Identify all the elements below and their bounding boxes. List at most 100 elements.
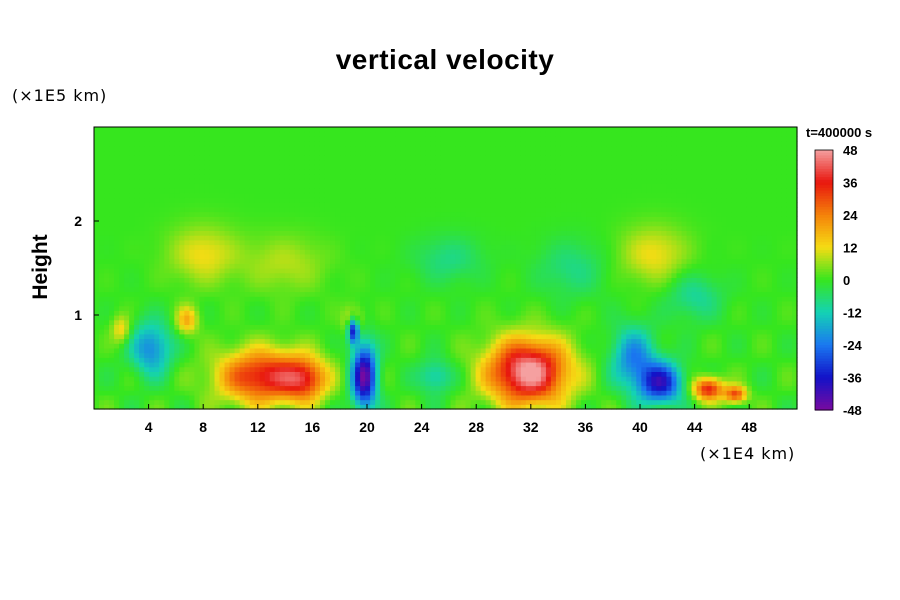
heatmap-cell <box>390 183 396 189</box>
heatmap-cell <box>435 216 442 222</box>
heatmap-cell <box>365 352 371 358</box>
heatmap-cell <box>174 277 180 283</box>
heatmap-cell <box>410 371 416 377</box>
heatmap-cell <box>324 371 331 377</box>
heatmap-cell <box>179 221 185 227</box>
heatmap-cell <box>94 249 100 255</box>
heatmap-cell <box>234 362 241 368</box>
heatmap-cell <box>124 291 130 297</box>
heatmap-cell <box>119 333 125 340</box>
heatmap-cell <box>425 141 432 147</box>
heatmap-cell <box>159 268 165 274</box>
heatmap-cell <box>415 141 421 147</box>
heatmap-cell <box>435 188 442 194</box>
heatmap-cell <box>274 136 281 142</box>
heatmap-cell <box>219 277 226 283</box>
heatmap-cell <box>360 324 366 330</box>
heatmap-cell <box>289 239 296 246</box>
heatmap-cell <box>465 333 472 340</box>
heatmap-cell <box>274 216 281 222</box>
heatmap-cell <box>104 225 110 231</box>
heatmap-cell <box>405 376 411 382</box>
heatmap-cell <box>355 390 361 396</box>
heatmap-cell <box>365 286 371 293</box>
heatmap-cell <box>204 319 211 325</box>
heatmap-cell <box>420 178 427 184</box>
heatmap-cell <box>370 357 376 363</box>
heatmap-cell <box>375 352 381 358</box>
heatmap-cell <box>259 376 266 382</box>
heatmap-cell <box>490 399 497 405</box>
heatmap-cell <box>365 155 371 161</box>
heatmap-cell <box>375 145 381 152</box>
heatmap-cell <box>289 380 296 387</box>
heatmap-cell <box>350 249 356 255</box>
heatmap-cell <box>129 333 135 340</box>
heatmap-cell <box>129 225 135 231</box>
heatmap-cell <box>219 216 226 222</box>
heatmap-cell <box>114 338 120 344</box>
heatmap-cell <box>219 258 226 264</box>
heatmap-cell <box>375 164 381 170</box>
heatmap-cell <box>450 174 457 180</box>
heatmap-cell <box>284 390 291 396</box>
heatmap-cell <box>279 235 286 241</box>
heatmap-cell <box>284 286 291 293</box>
heatmap-cell <box>179 329 185 335</box>
heatmap-cell <box>385 296 391 302</box>
heatmap-cell <box>410 225 416 231</box>
heatmap-cell <box>239 366 246 372</box>
heatmap-cell <box>330 150 336 156</box>
heatmap-cell <box>149 216 155 222</box>
heatmap-cell <box>264 202 271 208</box>
heatmap-cell <box>455 216 462 222</box>
heatmap-cell <box>400 239 406 246</box>
heatmap-cell <box>345 347 351 354</box>
heatmap-cell <box>410 235 416 241</box>
heatmap-cell <box>340 131 346 137</box>
heatmap-cell <box>345 221 351 227</box>
heatmap-cell <box>410 221 416 227</box>
heatmap-cell <box>234 164 241 170</box>
heatmap-cell <box>330 141 336 147</box>
heatmap-cell <box>294 376 301 382</box>
heatmap-cell <box>114 239 120 246</box>
heatmap-cell <box>365 183 371 189</box>
heatmap-cell <box>470 127 477 133</box>
heatmap-cell <box>500 202 507 208</box>
heatmap-cell <box>199 385 206 391</box>
heatmap-cell <box>194 291 201 297</box>
heatmap-cell <box>465 315 472 321</box>
heatmap-cell <box>475 291 482 297</box>
heatmap-cell <box>214 169 221 175</box>
heatmap-cell <box>425 202 432 208</box>
heatmap-cell <box>259 357 266 363</box>
heatmap-cell <box>254 164 261 170</box>
heatmap-cell <box>144 376 150 382</box>
heatmap-cell <box>410 145 416 152</box>
heatmap-cell <box>239 315 246 321</box>
heatmap-cell <box>470 258 477 264</box>
heatmap-cell <box>505 225 512 231</box>
heatmap-cell <box>174 131 180 137</box>
heatmap-cell <box>455 174 462 180</box>
heatmap-cell <box>94 404 100 410</box>
heatmap-cell <box>289 371 296 377</box>
heatmap-cell <box>244 300 251 307</box>
heatmap-cell <box>209 249 216 255</box>
heatmap-cell <box>109 155 115 161</box>
heatmap-cell <box>440 202 447 208</box>
heatmap-cell <box>435 376 442 382</box>
heatmap-cell <box>505 404 512 410</box>
heatmap-cell <box>94 310 100 316</box>
heatmap-cell <box>460 206 467 213</box>
heatmap-cell <box>259 206 266 213</box>
heatmap-cell <box>420 385 427 391</box>
heatmap-cell <box>299 347 306 354</box>
heatmap-cell <box>420 197 427 203</box>
heatmap-cell <box>345 239 351 246</box>
heatmap-cell <box>279 357 286 363</box>
heatmap-cell <box>144 338 150 344</box>
heatmap-cell <box>445 183 452 189</box>
heatmap-cell <box>395 131 401 137</box>
